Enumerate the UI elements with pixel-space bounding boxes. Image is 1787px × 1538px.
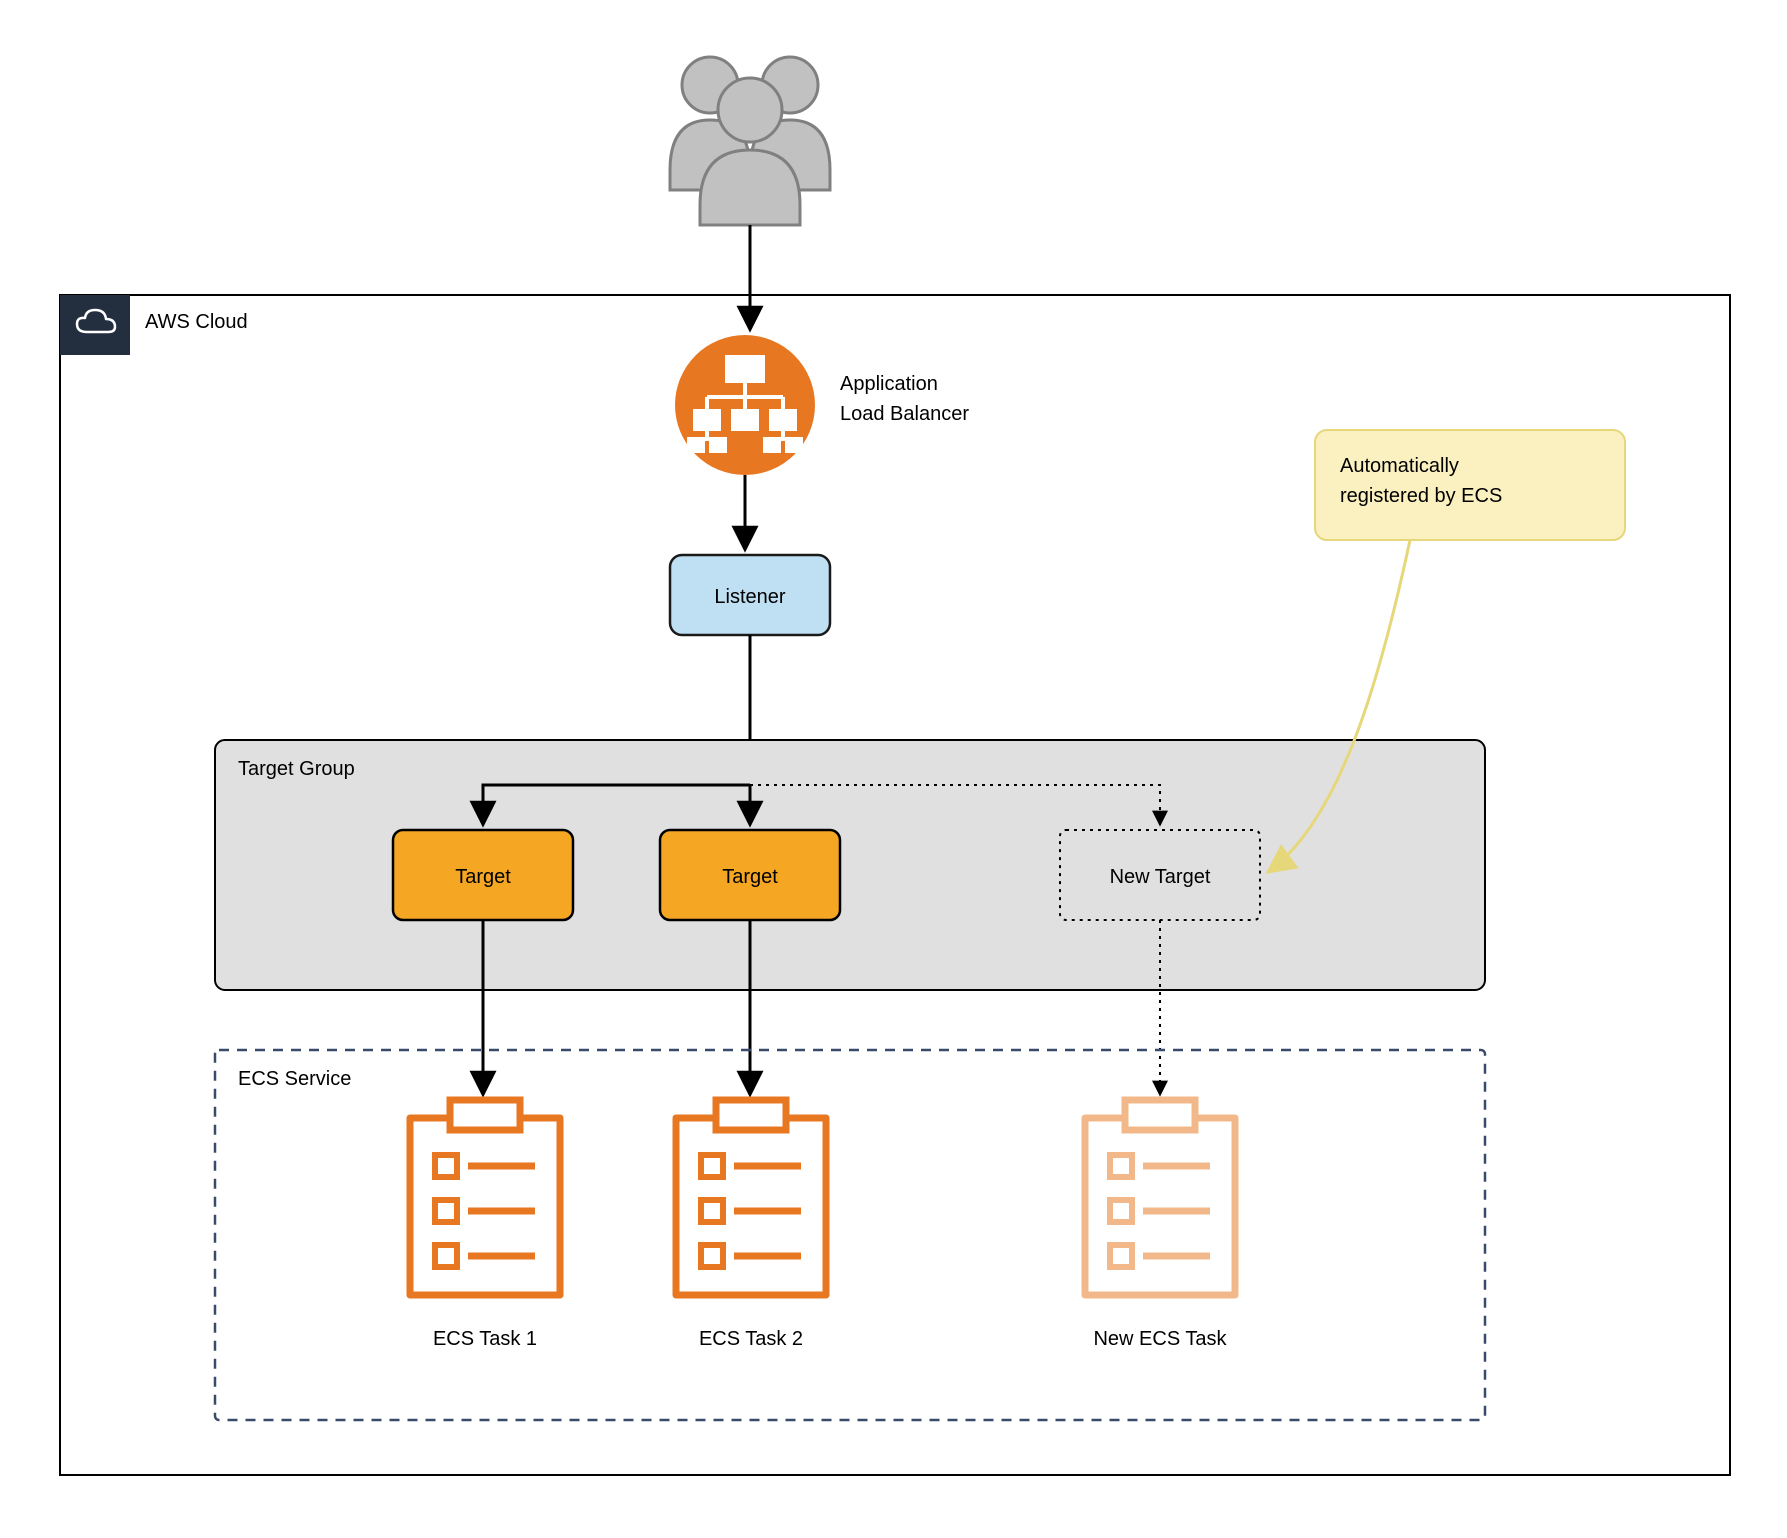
new-target-label: New Target [1110,866,1211,888]
annotation-line2: registered by ECS [1340,485,1502,507]
ecs-service-label: ECS Service [238,1068,351,1090]
task1-label: ECS Task 1 [433,1328,537,1350]
aws-cloud-badge [60,295,130,355]
users-icon [670,57,830,225]
new-task-label: New ECS Task [1093,1328,1227,1350]
target-group-label: Target Group [238,758,355,780]
listener-label: Listener [714,586,785,608]
target2-label: Target [722,866,778,888]
alb-label-1: Application [840,373,938,395]
task1-icon [410,1100,560,1295]
new-task-icon [1085,1100,1235,1295]
task2-icon [676,1100,826,1295]
alb-label-2: Load Balancer [840,403,969,425]
task2-label: ECS Task 2 [699,1328,803,1350]
annotation-line1: Automatically [1340,455,1459,477]
aws-cloud-label: AWS Cloud [145,311,248,333]
ecs-service-box [215,1050,1485,1420]
target1-label: Target [455,866,511,888]
